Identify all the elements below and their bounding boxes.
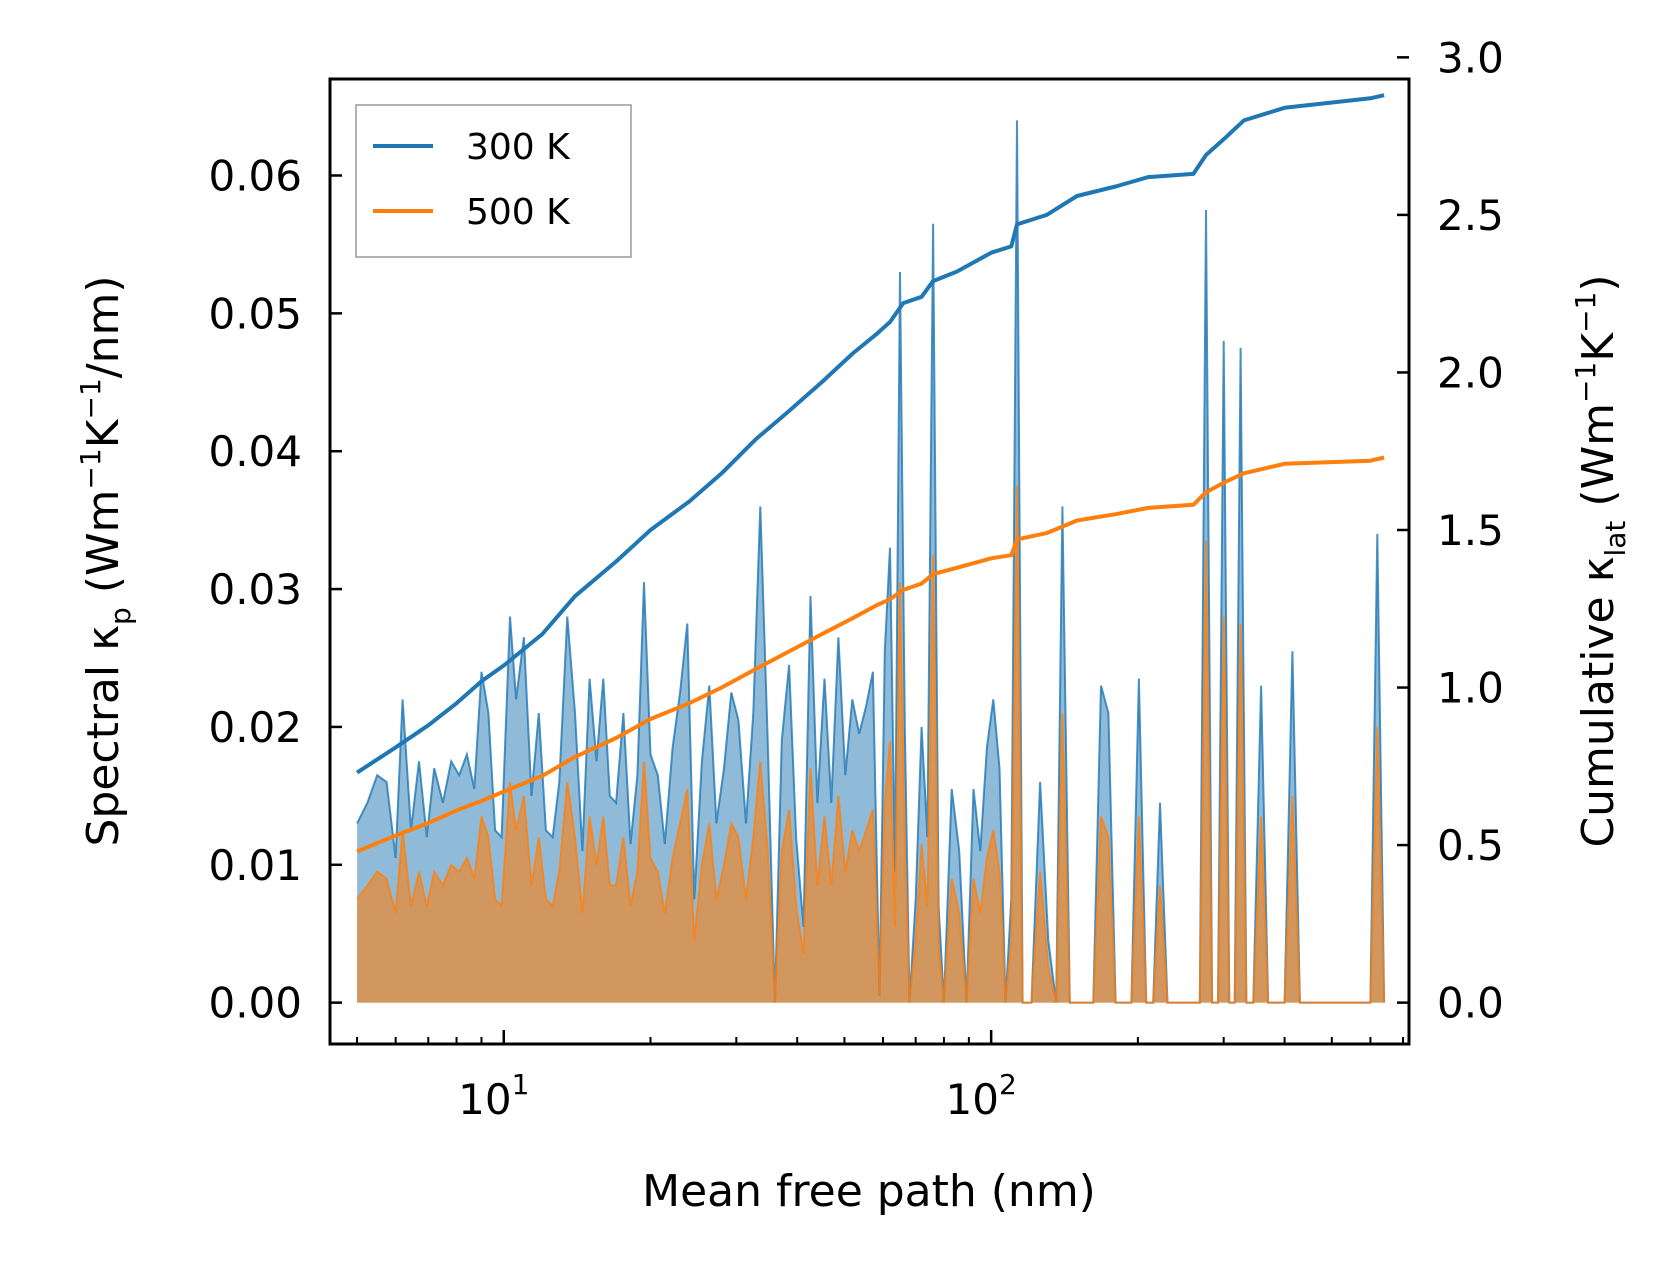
x-tick-base: 10 [458,1075,511,1124]
legend-label-300k: 300 K [466,127,571,168]
right-y-tick-label: 1.0 [1437,664,1504,713]
x-axis-label: Mean free path (nm) [642,1166,1096,1217]
right-y-tick-label: 0.0 [1437,979,1504,1028]
left-y-tick-label: 0.01 [208,841,302,890]
left-ylabel-sub: p [104,607,137,625]
legend: 300 K 500 K [355,104,632,258]
left-y-tick-label: 0.02 [208,703,302,752]
right-y-tick-label: 2.5 [1437,191,1504,240]
plot-frame [328,77,1411,1046]
spectral-area-1 [357,485,1385,1003]
left-ylabel-sup1: −1 [74,448,107,489]
left-ylabel-middle: (Wm [78,490,129,608]
x-tick-base: 10 [946,1075,999,1124]
left-ylabel-k: K [78,418,129,448]
right-y-tick-label: 1.5 [1437,506,1504,555]
x-tick-exponent: 1 [512,1068,530,1101]
right-ylabel-k: K [1573,332,1624,362]
x-tick-label: 101 [458,1068,529,1124]
left-y-axis-label: Spectral κp (Wm−1K−1/nm) [74,275,137,846]
left-ylabel-prefix: Spectral κ [78,625,129,847]
x-tick-exponent: 2 [999,1068,1017,1101]
right-ylabel-sub: lat [1599,521,1632,557]
legend-label-500k: 500 K [466,192,571,233]
x-tick-label: 102 [946,1068,1017,1124]
left-y-tick-label: 0.00 [208,979,302,1028]
left-y-tick-label: 0.04 [208,427,302,476]
left-ylabel-sup2: −1 [74,378,107,419]
right-y-tick-label: 2.0 [1437,348,1504,397]
spectral-line-1 [356,485,1386,1004]
right-ylabel-suffix: ) [1573,274,1624,291]
cumulative-line-0 [356,93,1385,775]
right-ylabel-sup1: −1 [1569,362,1602,403]
left-y-tick-label: 0.03 [208,565,302,614]
spectral-line-layer [356,120,1386,1004]
right-ylabel-prefix: Cumulative κ [1573,556,1624,847]
spectral-fill-layer [357,120,1385,1003]
right-ylabel-middle: (Wm [1573,403,1624,521]
right-y-tick-label: 0.5 [1437,821,1504,870]
right-y-tick-label: 3.0 [1437,33,1504,82]
left-y-tick-label: 0.06 [208,152,302,201]
right-y-axis-label: Cumulative κlat (Wm−1K−1) [1569,274,1632,847]
left-y-tick-label: 0.05 [208,289,302,338]
legend-box [355,104,632,258]
cumulative-line-layer [356,93,1385,854]
cumulative-line-1 [356,455,1385,854]
left-ylabel-suffix: /nm) [78,275,129,378]
right-ylabel-sup2: −1 [1569,292,1602,333]
tick-layer: 0.00 0.01 0.02 0.03 0.04 0.05 0.06 0.0 0.5 1.0 1.5… [208,33,1503,1124]
